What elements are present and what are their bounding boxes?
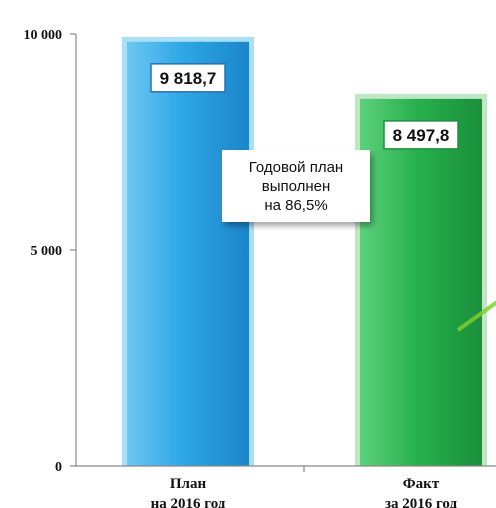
- arrow-line: [456, 300, 496, 332]
- data-label-box: [383, 120, 459, 150]
- x-category-label: за 2016 год: [385, 496, 458, 508]
- annotation-callout: [222, 150, 370, 222]
- annotation-text: на 86,5%: [264, 197, 327, 214]
- x-category-label: на 2016 год: [151, 496, 226, 508]
- x-category-label: Факт: [403, 476, 440, 492]
- y-tick-label: 10 000: [24, 28, 63, 43]
- data-label-box: [150, 63, 226, 93]
- annotation-text: Годовой план: [249, 159, 343, 176]
- data-label: 8 497,8: [393, 126, 450, 145]
- y-tick-label: 5 000: [31, 244, 63, 259]
- data-label: 9 818,7: [160, 69, 217, 88]
- annotation-text: выполнен: [262, 178, 331, 195]
- bar: [127, 41, 249, 467]
- y-tick-label: 0: [55, 460, 62, 475]
- bar: [360, 98, 482, 466]
- x-category-label: План: [170, 476, 207, 492]
